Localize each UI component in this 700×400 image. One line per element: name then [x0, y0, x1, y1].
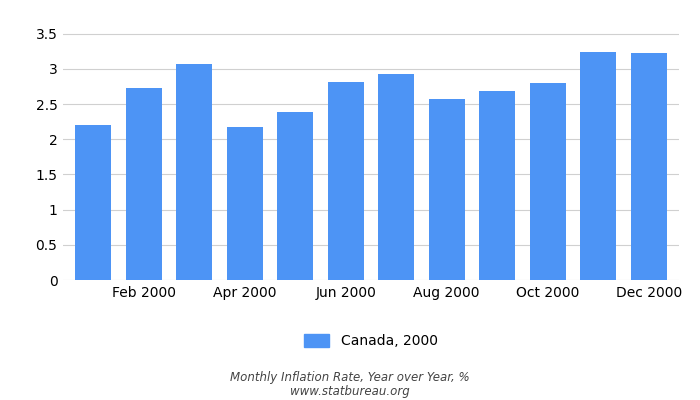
Legend: Canada, 2000: Canada, 2000	[304, 334, 438, 348]
Bar	[580, 52, 617, 280]
Text: www.statbureau.org: www.statbureau.org	[290, 386, 410, 398]
Text: Monthly Inflation Rate, Year over Year, %: Monthly Inflation Rate, Year over Year, …	[230, 372, 470, 384]
Bar	[428, 99, 465, 280]
Bar	[328, 82, 364, 280]
Bar	[176, 64, 213, 280]
Bar	[378, 74, 414, 280]
Bar	[631, 53, 667, 280]
Bar	[125, 88, 162, 280]
Bar	[75, 125, 111, 280]
Bar	[277, 112, 314, 280]
Bar	[227, 127, 263, 280]
Bar	[529, 83, 566, 280]
Bar	[479, 91, 515, 280]
